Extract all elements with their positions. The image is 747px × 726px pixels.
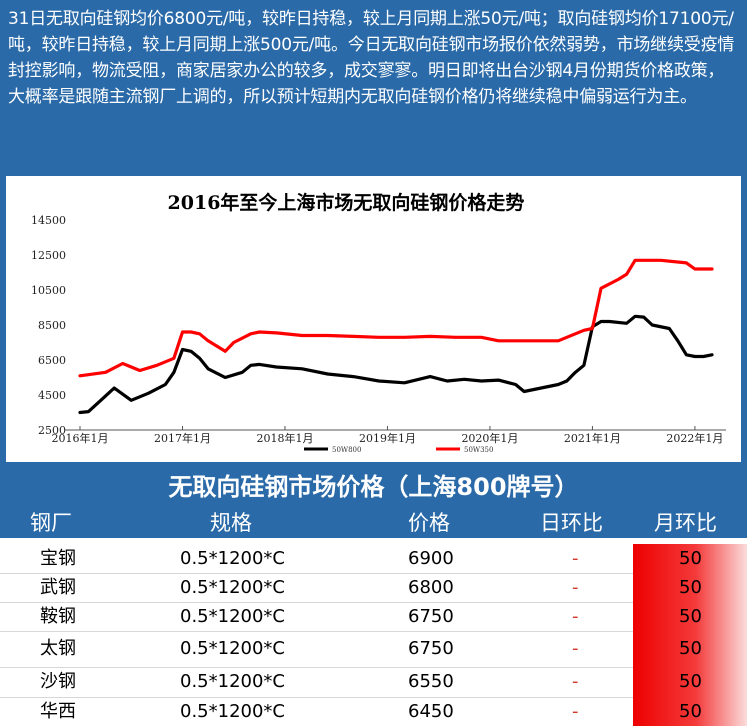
cell-mom-value: 50 (679, 577, 702, 598)
cell-price: 6750 (408, 606, 454, 627)
cell-mom: 50 (633, 544, 747, 573)
cell-spec: 0.5*1200*C (180, 548, 286, 569)
cell-dod: - (572, 606, 579, 627)
chart-legend: 50W800 50W350 (304, 446, 493, 454)
x-tick-label: 2016年1月 (52, 431, 109, 445)
cell-mom: 50 (633, 573, 747, 602)
table-row: 武钢 0.5*1200*C 6800 - 50 (0, 573, 747, 603)
cell-mom-value: 50 (679, 548, 702, 569)
table-row: 鞍钢 0.5*1200*C 6750 - 50 (0, 602, 747, 632)
y-tick-label: 8500 (38, 319, 66, 332)
cell-mill: 沙钢 (40, 671, 76, 692)
cell-dod: - (572, 701, 579, 722)
chart-area: 2016年至今上海市场无取向硅钢价格走势 2500 4500 6500 8500 105… (6, 176, 741, 462)
cell-mill: 太钢 (40, 638, 76, 659)
price-trend-chart: 2016年至今上海市场无取向硅钢价格走势 2500 4500 6500 8500 105… (31, 191, 726, 454)
table-row: 太钢 0.5*1200*C 6750 - 50 (0, 631, 747, 668)
header-dod: 日环比 (540, 511, 603, 535)
cell-price: 6450 (408, 701, 454, 722)
cell-mom-value: 50 (679, 638, 702, 659)
y-tick-label: 2500 (38, 424, 66, 437)
x-tick-label: 2020年1月 (461, 431, 518, 445)
cell-dod: - (572, 671, 579, 692)
summary-text: 31日无取向硅钢均价6800元/吨，较昨日持稳，较上月同期上涨50元/吨；取向硅… (8, 9, 735, 107)
cell-mom: 50 (633, 697, 747, 726)
table-row: 华西 0.5*1200*C 6450 - 50 (0, 697, 747, 726)
price-table: 无取向硅钢市场价格（上海800牌号） 钢厂 规格 价格 日环比 月环比 宝钢 0… (0, 466, 747, 726)
cell-spec: 0.5*1200*C (180, 577, 286, 598)
legend-label: 50W800 (332, 446, 361, 454)
cell-mom: 50 (633, 631, 747, 667)
header-price: 价格 (408, 511, 450, 535)
cell-dod: - (572, 638, 579, 659)
y-tick-label: 6500 (38, 354, 66, 367)
cell-spec: 0.5*1200*C (180, 606, 286, 627)
table-row: 沙钢 0.5*1200*C 6550 - 50 (0, 667, 747, 698)
y-axis: 2500 4500 6500 8500 10500 12500 14500 (31, 214, 66, 437)
cell-spec: 0.5*1200*C (180, 701, 286, 722)
cell-dod: - (572, 548, 579, 569)
header-spec: 规格 (210, 511, 252, 535)
x-tick-label: 2019年1月 (359, 431, 416, 445)
x-tick-label: 2022年1月 (666, 431, 723, 445)
table-title: 无取向硅钢市场价格（上海800牌号） (0, 466, 747, 508)
x-tick-label: 2021年1月 (564, 431, 621, 445)
x-tick-label: 2017年1月 (154, 431, 211, 445)
table-row: 宝钢 0.5*1200*C 6900 - 50 (0, 544, 747, 574)
chart-panel: 2016年至今上海市场无取向硅钢价格走势 2500 4500 6500 8500 105… (0, 168, 747, 466)
x-tick-label: 2018年1月 (256, 431, 313, 445)
cell-price: 6900 (408, 548, 454, 569)
header-mom: 月环比 (654, 511, 717, 535)
y-tick-label: 10500 (31, 284, 66, 297)
cell-mom-value: 50 (679, 701, 702, 722)
cell-mill: 宝钢 (40, 548, 76, 569)
series-line-50W350 (78, 258, 714, 378)
header-mill: 钢厂 (30, 511, 72, 535)
cell-mom-value: 50 (679, 671, 702, 692)
chart-series (78, 258, 714, 415)
cell-mill: 华西 (40, 701, 76, 722)
legend-label: 50W350 (464, 446, 493, 454)
table-header: 钢厂 规格 价格 日环比 月环比 (0, 508, 747, 538)
cell-spec: 0.5*1200*C (180, 671, 286, 692)
cell-mom: 50 (633, 602, 747, 631)
chart-title: 2016年至今上海市场无取向硅钢价格走势 (168, 191, 525, 214)
y-tick-label: 4500 (38, 389, 66, 402)
cell-spec: 0.5*1200*C (180, 638, 286, 659)
cell-mill: 武钢 (40, 577, 76, 598)
cell-price: 6750 (408, 638, 454, 659)
y-tick-label: 12500 (31, 249, 66, 262)
summary-panel: 31日无取向硅钢均价6800元/吨，较昨日持稳，较上月同期上涨50元/吨；取向硅… (0, 0, 747, 168)
y-tick-label: 14500 (31, 214, 66, 227)
series-line-50W800 (78, 314, 714, 415)
cell-mom: 50 (633, 667, 747, 697)
cell-mill: 鞍钢 (40, 606, 76, 627)
cell-price: 6550 (408, 671, 454, 692)
x-axis: 2016年1月 2017年1月 2018年1月 2019年1月 2020年1月 2021年… (52, 426, 726, 445)
cell-mom-value: 50 (679, 606, 702, 627)
cell-dod: - (572, 577, 579, 598)
cell-price: 6800 (408, 577, 454, 598)
